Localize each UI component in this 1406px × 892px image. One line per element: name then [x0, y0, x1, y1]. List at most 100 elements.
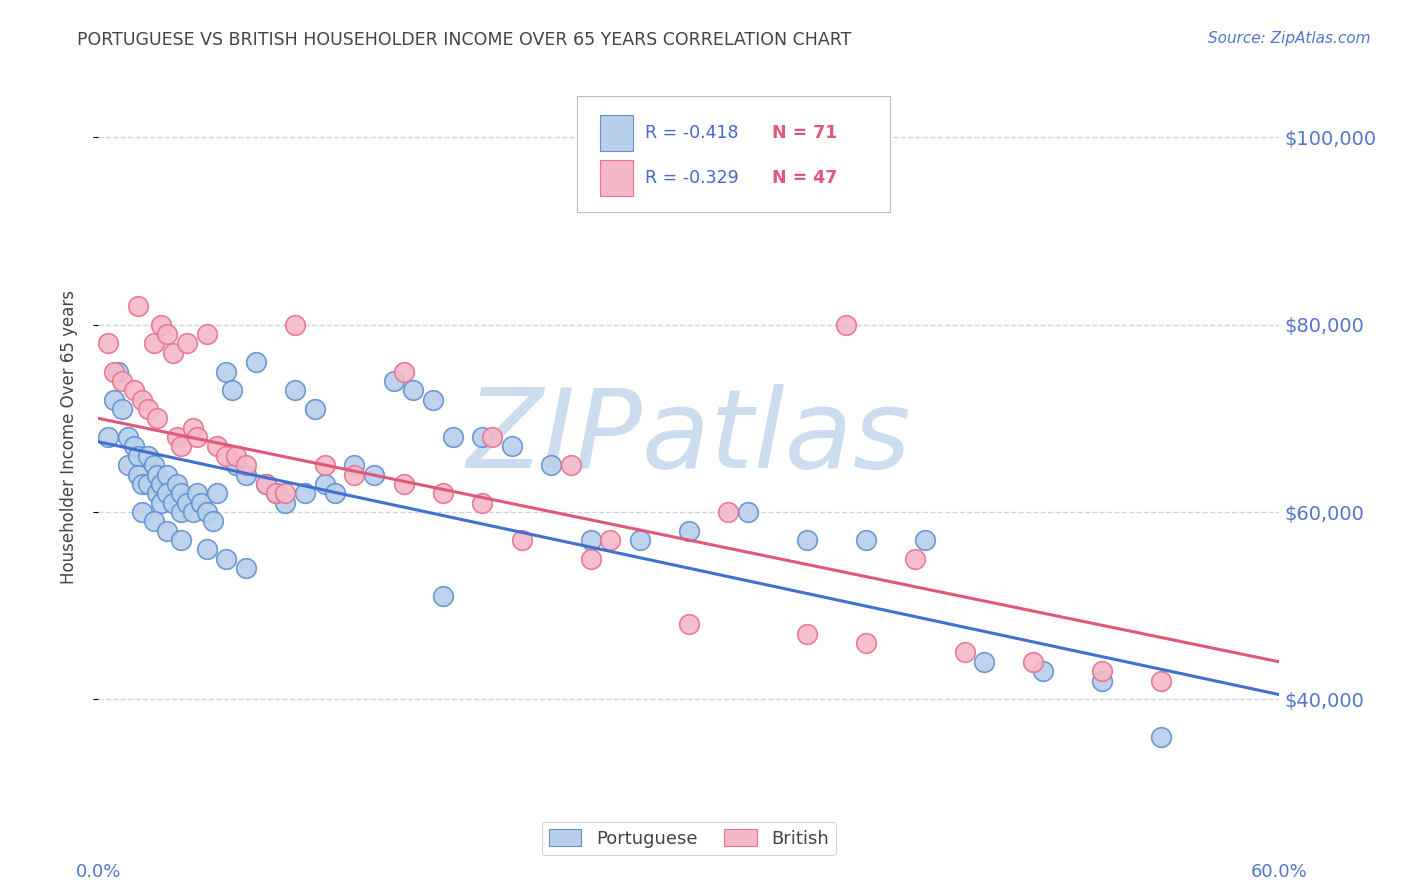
Point	[343, 467, 366, 482]
Point	[127, 299, 149, 313]
Point	[136, 476, 159, 491]
Text: N = 71: N = 71	[772, 124, 837, 142]
Point	[131, 476, 153, 491]
Point	[146, 411, 169, 425]
Point	[215, 365, 238, 379]
Point	[195, 542, 218, 557]
Point	[1091, 673, 1114, 688]
Text: R = -0.329: R = -0.329	[645, 169, 740, 186]
Point	[205, 440, 228, 454]
Point	[97, 336, 120, 351]
Point	[166, 430, 188, 444]
Point	[142, 458, 165, 473]
Point	[215, 551, 238, 566]
Point	[156, 467, 179, 482]
Y-axis label: Householder Income Over 65 years: Householder Income Over 65 years	[59, 290, 77, 584]
Point	[441, 430, 464, 444]
Point	[111, 374, 134, 388]
Point	[186, 486, 208, 500]
Point	[382, 374, 405, 388]
Point	[195, 505, 218, 519]
Point	[510, 533, 533, 547]
Point	[432, 486, 454, 500]
Point	[215, 449, 238, 463]
Point	[392, 476, 415, 491]
Text: 0.0%: 0.0%	[76, 863, 121, 881]
Point	[136, 401, 159, 416]
Point	[284, 318, 307, 332]
Point	[855, 636, 877, 650]
Point	[560, 458, 582, 473]
Point	[1150, 673, 1173, 688]
Point	[225, 449, 247, 463]
Point	[181, 421, 204, 435]
Point	[156, 524, 179, 538]
Point	[146, 467, 169, 482]
Text: ZIPatlas: ZIPatlas	[467, 384, 911, 491]
Point	[170, 505, 193, 519]
Point	[501, 440, 523, 454]
Point	[254, 476, 277, 491]
Point	[170, 486, 193, 500]
Point	[973, 655, 995, 669]
Point	[599, 533, 621, 547]
Text: R = -0.418: R = -0.418	[645, 124, 738, 142]
Point	[422, 392, 444, 407]
Point	[796, 533, 818, 547]
Point	[402, 384, 425, 398]
Point	[471, 430, 494, 444]
Point	[162, 345, 184, 359]
Point	[150, 476, 173, 491]
Point	[136, 449, 159, 463]
Point	[176, 336, 198, 351]
Point	[111, 401, 134, 416]
Point	[737, 505, 759, 519]
Text: 60.0%: 60.0%	[1251, 863, 1308, 881]
Text: PORTUGUESE VS BRITISH HOUSEHOLDER INCOME OVER 65 YEARS CORRELATION CHART: PORTUGUESE VS BRITISH HOUSEHOLDER INCOME…	[77, 31, 852, 49]
Point	[904, 551, 927, 566]
Point	[343, 458, 366, 473]
Point	[579, 533, 602, 547]
Point	[678, 617, 700, 632]
Point	[579, 551, 602, 566]
Point	[103, 365, 125, 379]
Point	[323, 486, 346, 500]
Point	[314, 458, 336, 473]
Point	[304, 401, 326, 416]
Point	[294, 486, 316, 500]
Point	[127, 449, 149, 463]
Point	[176, 496, 198, 510]
Point	[363, 467, 385, 482]
Point	[953, 646, 976, 660]
Point	[190, 496, 212, 510]
Text: N = 47: N = 47	[772, 169, 837, 186]
Point	[1150, 730, 1173, 744]
Point	[150, 496, 173, 510]
Point	[146, 486, 169, 500]
Point	[392, 365, 415, 379]
Point	[156, 486, 179, 500]
Point	[181, 505, 204, 519]
Point	[186, 430, 208, 444]
Point	[835, 318, 858, 332]
Point	[235, 467, 257, 482]
Point	[201, 514, 224, 528]
Point	[97, 430, 120, 444]
Point	[142, 514, 165, 528]
Point	[471, 496, 494, 510]
Point	[796, 626, 818, 640]
Point	[131, 505, 153, 519]
Point	[254, 476, 277, 491]
FancyBboxPatch shape	[576, 96, 890, 212]
Point	[1091, 664, 1114, 679]
Point	[122, 440, 145, 454]
Point	[628, 533, 651, 547]
Point	[235, 458, 257, 473]
Point	[274, 486, 297, 500]
Point	[117, 458, 139, 473]
Point	[150, 318, 173, 332]
Point	[540, 458, 562, 473]
Point	[142, 336, 165, 351]
Point	[717, 505, 740, 519]
Point	[162, 496, 184, 510]
